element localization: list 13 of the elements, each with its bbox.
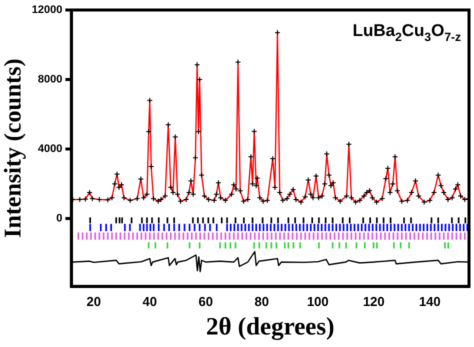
y-axis-title: Intensity (counts) (0, 58, 27, 238)
y-tick-label: 12000 (32, 4, 62, 16)
y-tick-label: 4000 (38, 143, 62, 156)
x-tick-label: 80 (254, 294, 270, 309)
y-tick-label: 0 (56, 212, 62, 225)
x-tick-label: 140 (418, 294, 441, 309)
x-tick-label: 20 (86, 294, 102, 309)
x-axis-title: 2θ (degrees) (206, 313, 334, 340)
x-tick-label: 60 (198, 294, 214, 309)
y-tick-label: 8000 (38, 74, 62, 86)
x-tick-label: 40 (142, 294, 158, 309)
x-tick-label: 120 (362, 294, 385, 309)
x-tick-label: 100 (306, 294, 329, 309)
